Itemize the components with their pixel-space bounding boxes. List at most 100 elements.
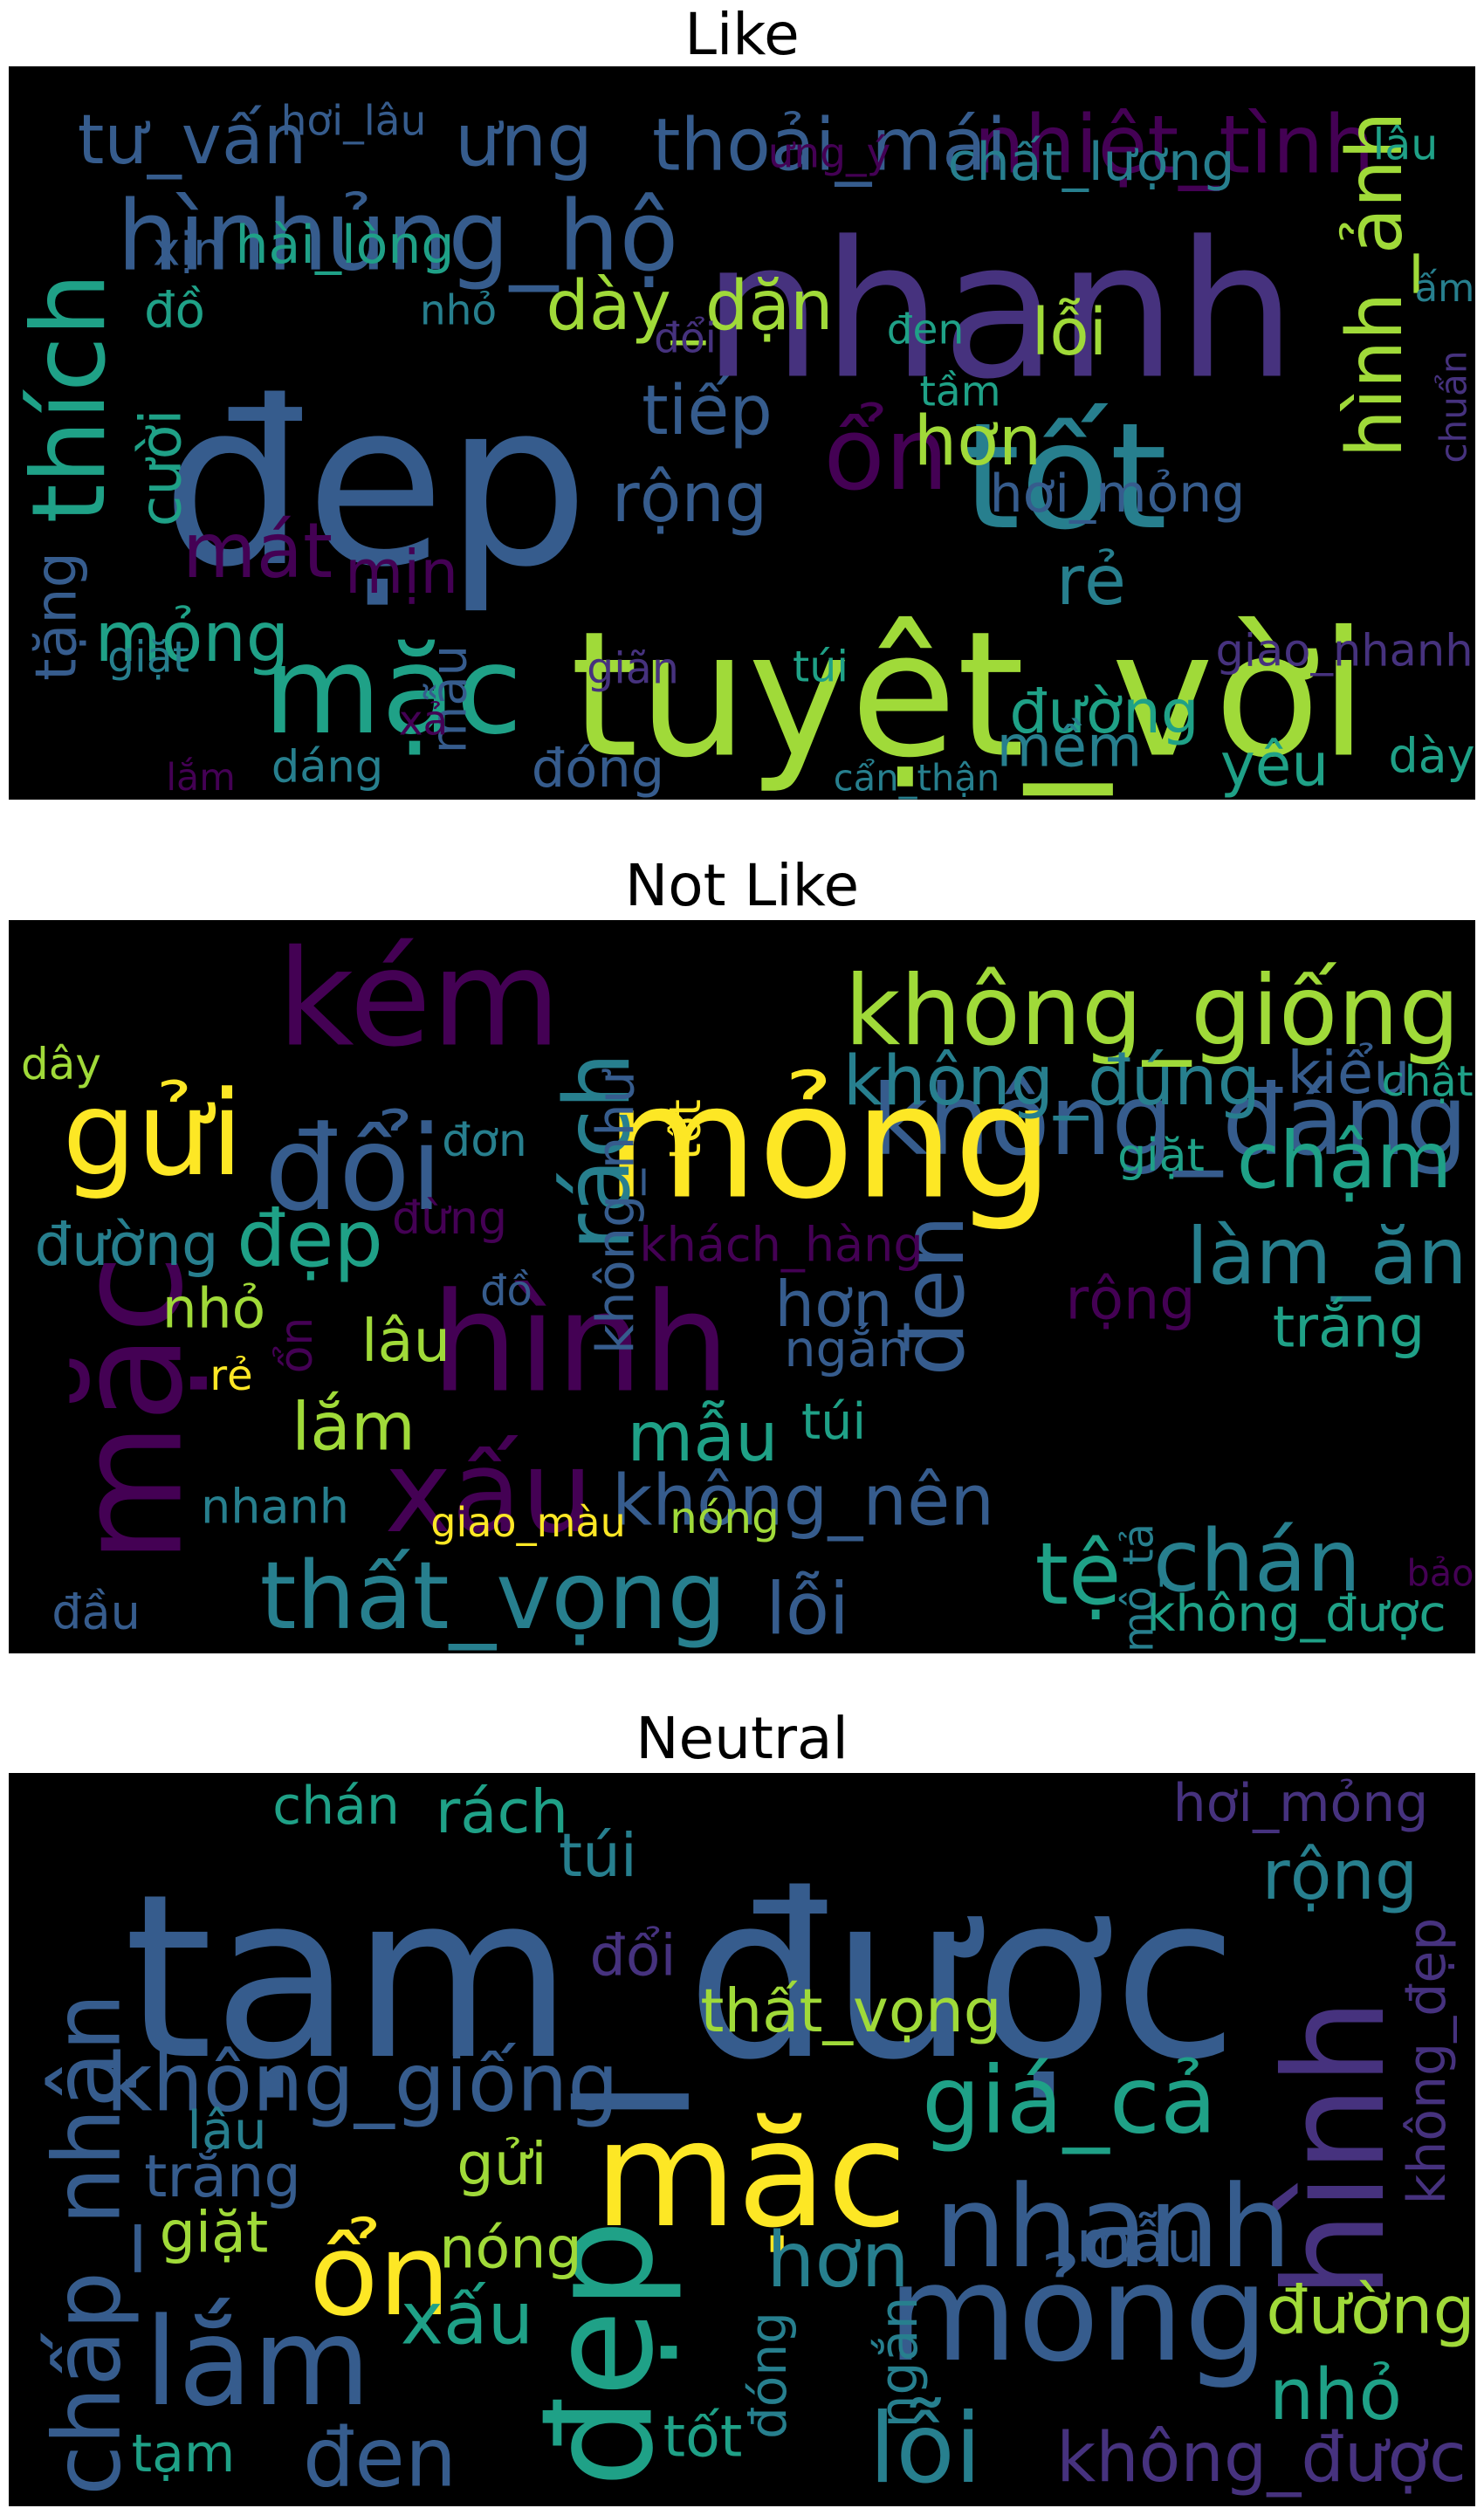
cloud-word: hình <box>1255 1998 1416 2299</box>
cloud-word: rách <box>436 1777 568 1847</box>
cloud-word: lỗi <box>1032 295 1107 370</box>
cloud-word: nhỏ <box>420 287 497 335</box>
cloud-word: dày_dặn <box>546 267 833 346</box>
cloud-word: dáng <box>271 742 383 794</box>
cloud-word: hơn <box>774 1268 892 1341</box>
cloud-word: mát <box>182 506 333 595</box>
cloud-word: trắng <box>144 2142 301 2210</box>
cloud-word: giao_màu <box>430 1499 625 1546</box>
cloud-word: đẹp <box>237 1193 383 1284</box>
cloud-word: hơn <box>914 402 1042 481</box>
word-cloud-like: đẹp nhanh tuyệt_vời tốt thích mặc hình ủng_hộ lắ… <box>9 66 1475 800</box>
cloud-word: không_nên <box>612 1460 994 1542</box>
cloud-word: giặt <box>107 633 189 683</box>
cloud-word: giãn <box>587 644 679 694</box>
cloud-word: nhanh <box>934 2161 1291 2293</box>
cloud-word: tặng <box>24 552 90 681</box>
cloud-word: không_như <box>586 1069 646 1354</box>
cloud-word: đường <box>35 1211 219 1279</box>
cloud-word: đóng <box>532 739 664 800</box>
cloud-word: nhanh <box>703 202 1296 421</box>
cloud-word: mặc <box>263 620 522 761</box>
cloud-word: mô_tả <box>1116 1523 1164 1653</box>
cloud-word: tạm_được <box>124 1846 1238 2113</box>
cloud-word: tầm <box>919 368 1000 416</box>
cloud-word: đen <box>303 2411 457 2506</box>
cloud-word: chấp_nhận <box>34 1993 141 2496</box>
cloud-word: ưng_ý <box>768 130 891 178</box>
cloud-word: giặt <box>160 2201 269 2266</box>
cloud-word: trắng <box>1273 1295 1426 1361</box>
cloud-word: làm_ăn <box>1186 1211 1467 1302</box>
cloud-word: nhiệt_tình <box>973 99 1374 192</box>
cloud-word: chán <box>1153 1512 1361 1611</box>
cloud-word: ưng <box>455 99 593 183</box>
cloud-word: bảo <box>1406 1552 1474 1595</box>
cloud-word: lỗi <box>869 2394 982 2505</box>
cloud-word: thoải_mái <box>652 103 1007 188</box>
cloud-word: xả <box>399 697 449 746</box>
cloud-word: rách <box>546 1052 650 1250</box>
cloud-word: túi <box>793 642 848 692</box>
cloud-word: lắm <box>144 2292 370 2433</box>
cloud-word: đổi <box>265 1101 443 1237</box>
cloud-word: không_đáng <box>871 1064 1467 1178</box>
cloud-word: đồ <box>480 1267 532 1316</box>
cloud-word: mỏng <box>888 2237 1269 2392</box>
word-cloud-not-like: kém không_đáng mỏng không_giống mặc hình đổi gử… <box>9 920 1475 1653</box>
cloud-word: đóng <box>739 2312 798 2439</box>
cloud-word: rẻ <box>1056 542 1126 621</box>
panel-title-neutral: Neutral <box>636 1705 848 1772</box>
cloud-word: hơn <box>766 2216 910 2305</box>
panel-title-like: Like <box>684 1 800 68</box>
cloud-word: cẩn_thận <box>834 757 1000 800</box>
cloud-word: lỗi <box>766 1569 848 1652</box>
cloud-word: mẫu <box>1076 2210 1202 2276</box>
cloud-word: đẹp <box>520 2219 685 2487</box>
cloud-word: đường <box>1009 677 1199 747</box>
cloud-word: ổn <box>271 1317 323 1374</box>
cloud-word: chất_lượng <box>948 132 1235 193</box>
cloud-word: lâu <box>361 1307 450 1375</box>
cloud-word: rộng <box>1066 1268 1196 1333</box>
cloud-word: khách_hàng <box>639 1218 923 1273</box>
cloud-word: tạm <box>132 2423 236 2484</box>
cloud-word: mặc <box>594 2089 908 2260</box>
cloud-word: dày <box>1388 729 1474 784</box>
cloud-word: hơi_mỏng <box>990 464 1246 525</box>
word-cloud-neutral: tạm_được mặc đẹp hình mỏng chấp_nhận lắm nhanh ổ… <box>9 1773 1475 2506</box>
cloud-word: tệ <box>1035 1525 1122 1625</box>
cloud-word: xấu <box>385 1426 594 1558</box>
cloud-word: gửi <box>457 2130 547 2198</box>
cloud-word: thích <box>11 272 128 523</box>
cloud-word: ấm <box>1415 267 1475 311</box>
cloud-word: mịn <box>345 538 458 608</box>
cloud-word: hơi_mỏng <box>1173 1773 1429 1834</box>
cloud-word: lắm <box>166 756 236 800</box>
cloud-word: thất_vọng <box>260 1543 727 1651</box>
cloud-word: lâu <box>187 2100 266 2161</box>
cloud-word: đơn <box>442 1115 527 1167</box>
cloud-word: đổi <box>654 315 717 363</box>
cloud-word: không_giống <box>845 956 1460 1068</box>
cloud-word: nóng <box>439 2216 581 2282</box>
cloud-word: lâu <box>1373 120 1439 170</box>
cloud-word: không_được <box>1146 1585 1446 1643</box>
cloud-word: túi <box>559 1821 637 1891</box>
cloud-word: ủng_hộ <box>326 181 679 293</box>
cloud-word: hình_ảnh <box>1330 112 1419 458</box>
cloud-word: tư_vấn <box>78 101 306 180</box>
cloud-word: giao_nhanh <box>1215 626 1473 677</box>
cloud-word: nhỏ <box>1269 2354 1402 2436</box>
cloud-word: giá_cả <box>922 2047 1217 2154</box>
cloud-word: rộng <box>612 459 768 538</box>
cloud-word: đẹp <box>161 354 589 617</box>
cloud-word: không_được <box>1056 2419 1467 2498</box>
cloud-word: đen <box>884 1215 984 1377</box>
cloud-word: ngắn <box>784 1321 909 1378</box>
cloud-word: mỏng <box>95 599 290 677</box>
cloud-word: lắm <box>292 1388 416 1466</box>
cloud-word: hình <box>431 1264 730 1424</box>
cloud-word: rộng <box>1262 1837 1419 1915</box>
